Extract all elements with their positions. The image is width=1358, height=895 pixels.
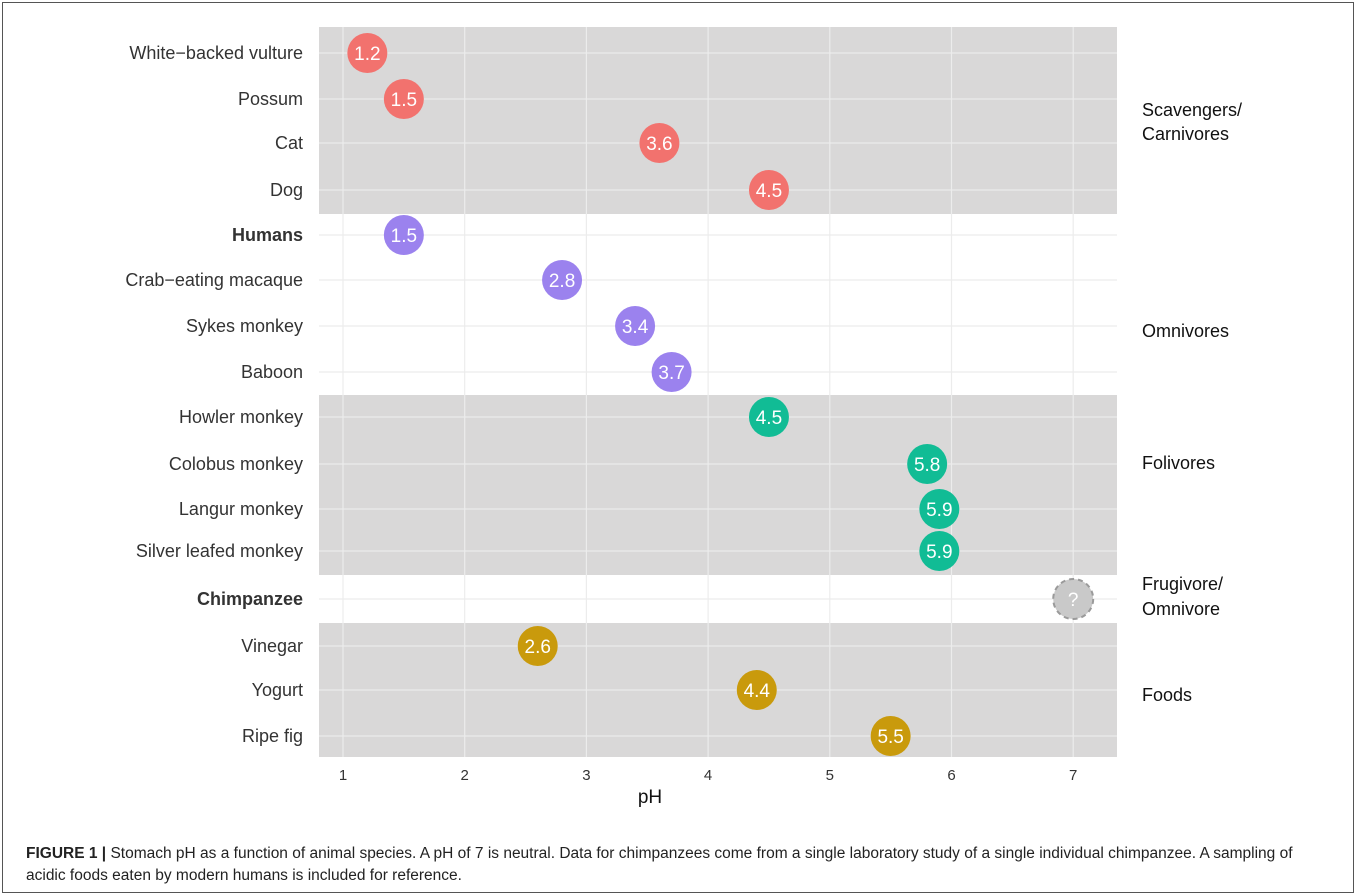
row-label-vinegar: Vinegar: [241, 636, 303, 656]
row-label-humans: Humans: [232, 225, 303, 245]
data-point-baboon: [651, 352, 692, 392]
group-band-scavengers-carnivores: [319, 27, 1117, 214]
data-point-possum: [383, 79, 424, 119]
row-label-dog: Dog: [270, 180, 303, 200]
group-band-omnivores: [319, 215, 1117, 394]
data-point-cat: [639, 123, 680, 163]
data-point-silver-leafed-monkey: [919, 531, 960, 571]
data-label-cat: 3.6: [646, 134, 672, 155]
row-label-ripe-fig: Ripe fig: [242, 726, 303, 746]
data-point-yogurt: [736, 670, 777, 710]
data-label-howler-monkey: 4.5: [756, 408, 782, 429]
row-label-langur-monkey: Langur monkey: [179, 499, 303, 519]
x-tick-label: 6: [947, 767, 955, 784]
x-tick-label: 3: [582, 767, 590, 784]
figure-caption: FIGURE 1 | Stomach pH as a function of a…: [26, 843, 1326, 887]
row-label-colobus-monkey: Colobus monkey: [169, 454, 303, 474]
caption-text: Stomach pH as a function of animal speci…: [26, 845, 1293, 884]
data-label-yogurt: 4.4: [744, 681, 771, 702]
data-point-langur-monkey: [919, 489, 960, 529]
data-label-silver-leafed-monkey: 5.9: [926, 542, 952, 563]
data-point-vinegar: [517, 626, 558, 666]
row-label-cat: Cat: [275, 133, 303, 153]
data-label-baboon: 3.7: [658, 363, 684, 384]
caption-lead: FIGURE 1 |: [26, 845, 107, 862]
group-label-omnivores: Omnivores: [1142, 321, 1229, 341]
group-band-folivores: [319, 395, 1117, 575]
row-label-chimpanzee: Chimpanzee: [197, 589, 303, 609]
data-label-chimpanzee: ?: [1068, 590, 1079, 611]
group-label-foods: Foods: [1142, 685, 1192, 705]
data-label-ripe-fig: 5.5: [877, 727, 903, 748]
x-tick-label: 1: [339, 767, 347, 784]
row-label-yogurt: Yogurt: [252, 680, 303, 700]
x-axis-title: pH: [638, 787, 662, 808]
data-label-dog: 4.5: [756, 181, 782, 202]
data-point-sykes-monkey: [615, 306, 656, 346]
data-label-vinegar: 2.6: [525, 637, 551, 658]
row-label-baboon: Baboon: [241, 362, 303, 382]
row-label-crab-eating-macaque: Crab−eating macaque: [125, 270, 303, 290]
data-point-colobus-monkey: [907, 444, 948, 484]
data-point-white-backed-vulture: [347, 33, 388, 73]
data-point-humans: [383, 215, 424, 255]
row-label-white-backed-vulture: White−backed vulture: [129, 43, 303, 63]
data-label-sykes-monkey: 3.4: [622, 317, 649, 338]
x-tick-label: 7: [1069, 767, 1077, 784]
ph-dot-chart: White−backed vulture Possum Cat Dog Humans Cr…: [125, 27, 1242, 808]
row-label-silver-leafed-monkey: Silver leafed monkey: [136, 541, 303, 561]
data-label-possum: 1.5: [391, 90, 417, 111]
x-tick-label: 2: [461, 767, 469, 784]
row-label-howler-monkey: Howler monkey: [179, 407, 303, 427]
data-point-howler-monkey: [748, 397, 789, 437]
x-tick-label: 5: [826, 767, 834, 784]
data-point-crab-eating-macaque: [542, 260, 583, 300]
group-label-folivores: Folivores: [1142, 453, 1215, 473]
data-point-ripe-fig: [870, 716, 911, 756]
data-point-dog: [748, 170, 789, 210]
data-label-colobus-monkey: 5.8: [914, 455, 940, 476]
data-label-white-backed-vulture: 1.2: [354, 44, 380, 65]
data-label-humans: 1.5: [391, 226, 417, 247]
row-label-possum: Possum: [238, 89, 303, 109]
group-label-frugivore-omnivore: Frugivore/Omnivore: [1142, 574, 1223, 619]
row-label-sykes-monkey: Sykes monkey: [186, 316, 303, 336]
data-label-crab-eating-macaque: 2.8: [549, 271, 575, 292]
data-point-chimpanzee: [1052, 578, 1095, 620]
group-label-scavengers-carnivores: Scavengers/Carnivores: [1142, 100, 1242, 144]
x-tick-label: 4: [704, 767, 712, 784]
data-label-langur-monkey: 5.9: [926, 500, 952, 521]
